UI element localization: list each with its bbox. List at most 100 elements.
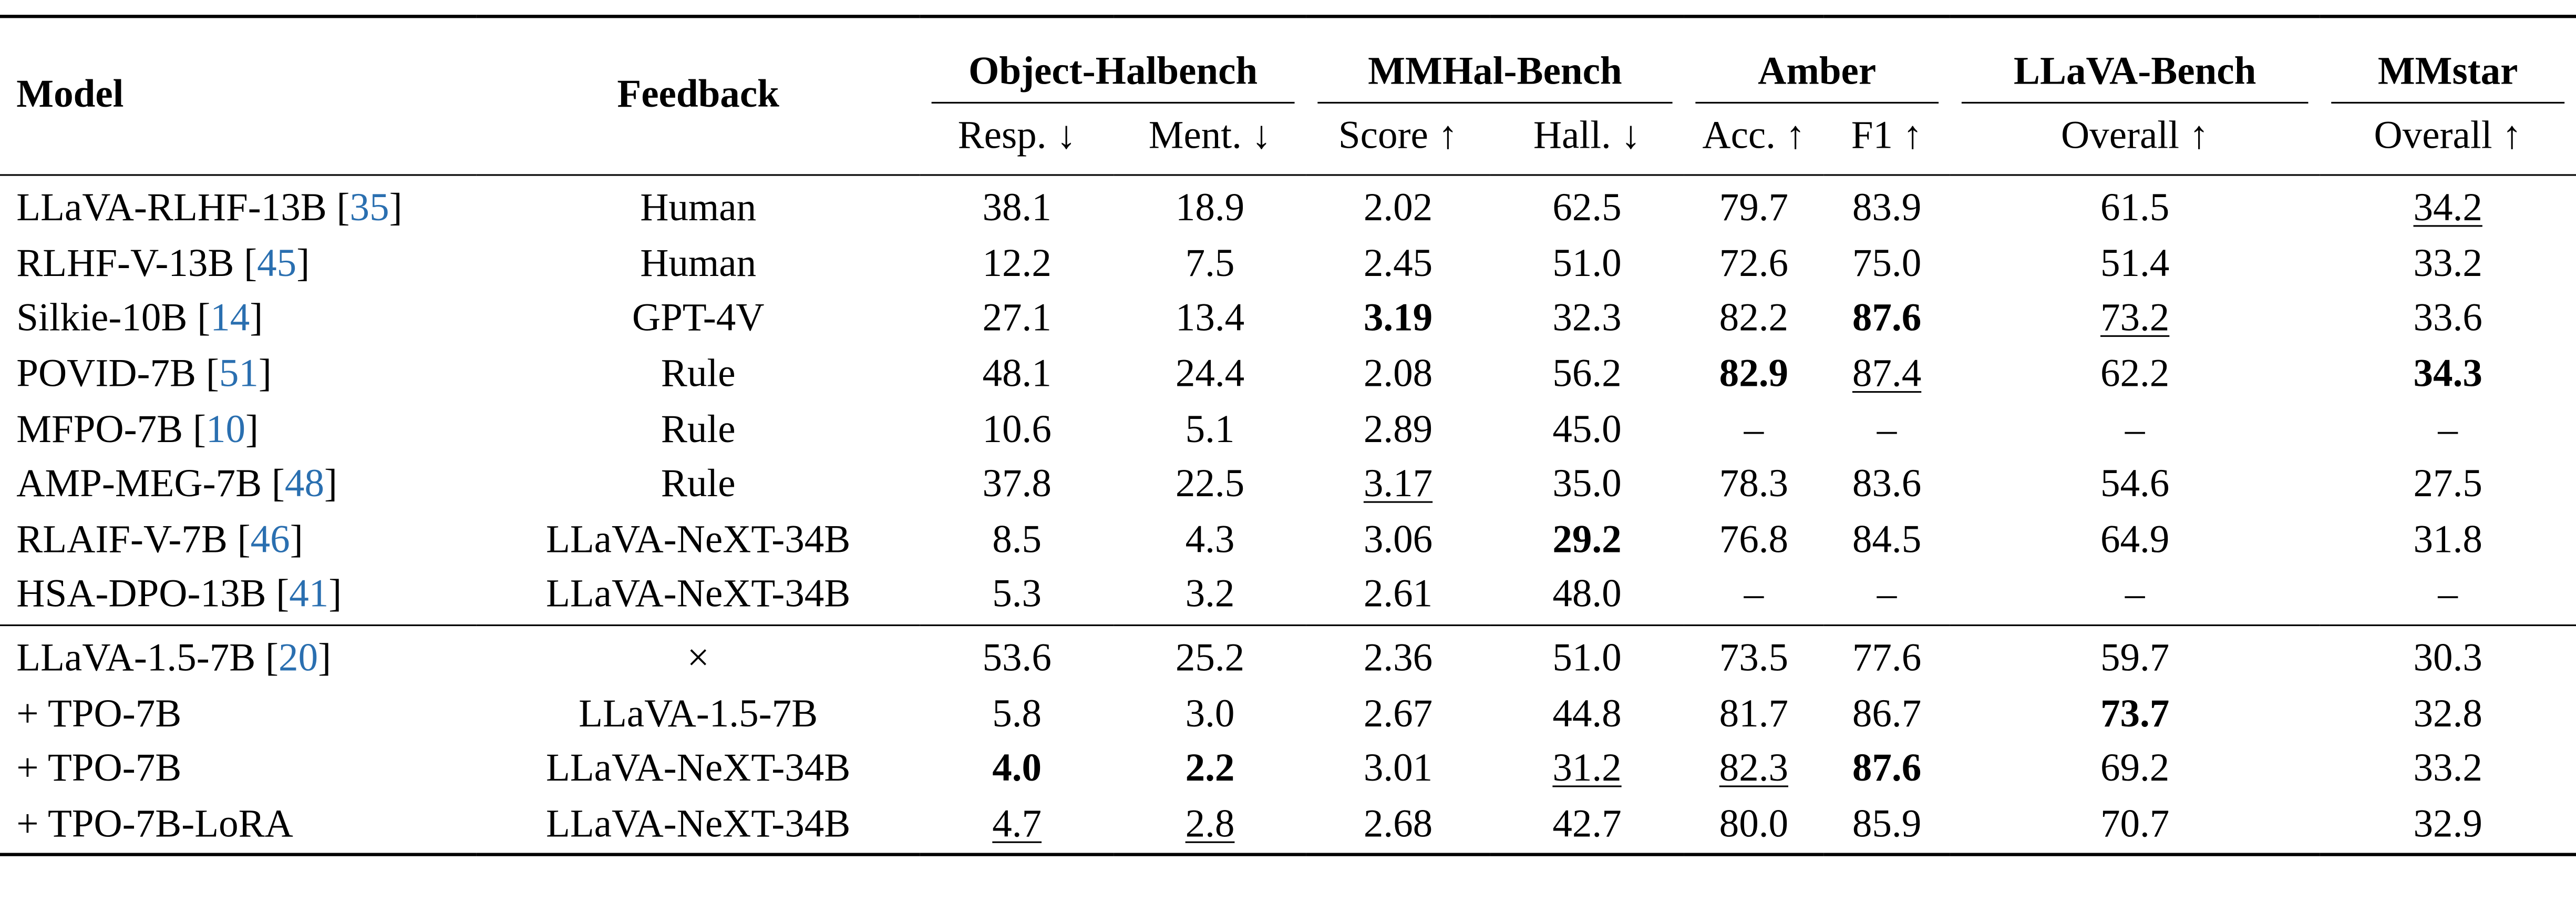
value-cell: 3.17 [1306, 458, 1490, 514]
value-cell: 5.3 [920, 569, 1114, 625]
value-cell: 62.5 [1490, 175, 1684, 238]
value-cell: 79.7 [1684, 175, 1823, 238]
value-text: 5.1 [1185, 408, 1235, 452]
value-cell: 33.2 [2320, 238, 2576, 293]
value-text: 3.17 [1363, 464, 1433, 507]
citation-link[interactable]: 41 [289, 574, 329, 617]
value-cell: 82.9 [1684, 348, 1823, 403]
value-cell: 35.0 [1490, 458, 1684, 514]
value-cell: 53.6 [920, 625, 1114, 688]
value-text: 10.6 [982, 408, 1052, 452]
model-name: Silkie-10B [16, 298, 188, 341]
value-text: 87.6 [1852, 298, 1922, 341]
value-cell: 37.8 [920, 458, 1114, 514]
value-text: 2.67 [1363, 693, 1433, 736]
model-name: HSA-DPO-13B [16, 574, 266, 617]
value-text: 2.36 [1363, 638, 1433, 681]
citation-link[interactable]: 51 [219, 353, 259, 396]
value-cell: 3.19 [1306, 293, 1490, 348]
feedback-cell: GPT-4V [632, 298, 765, 341]
value-cell: 73.5 [1684, 625, 1823, 688]
value-cell: 59.7 [1950, 625, 2320, 688]
value-text: 5.3 [992, 574, 1042, 617]
feedback-column-header: Feedback [617, 74, 779, 117]
value-cell: 87.6 [1823, 743, 1950, 798]
value-cell: 34.2 [2320, 175, 2576, 238]
feedback-cell: Rule [661, 353, 736, 396]
value-cell: 24.4 [1114, 348, 1306, 403]
value-cell: 3.2 [1114, 569, 1306, 625]
value-text: 37.8 [982, 464, 1052, 507]
value-cell: 3.0 [1114, 688, 1306, 743]
citation-link[interactable]: 10 [205, 408, 245, 452]
value-text: 34.3 [2413, 353, 2482, 396]
value-cell: 29.2 [1490, 514, 1684, 569]
citation-link[interactable]: 35 [349, 188, 389, 231]
model-cell: RLHF-V-13B [45] [16, 243, 310, 286]
value-text: 29.2 [1552, 519, 1622, 562]
subheader-resp: Resp. ↓ [957, 115, 1076, 158]
value-text: 3.0 [1185, 693, 1235, 736]
value-cell: 2.68 [1306, 798, 1490, 855]
feedback-cell: LLaVA-NeXT-34B [546, 519, 851, 562]
value-text: 12.2 [982, 243, 1052, 286]
value-text: 22.5 [1175, 464, 1245, 507]
value-cell: 86.7 [1823, 688, 1950, 743]
model-name: AMP-MEG-7B [16, 464, 262, 507]
value-text: 34.2 [2413, 188, 2482, 231]
value-cell: 32.8 [2320, 688, 2576, 743]
value-text: 2.89 [1363, 408, 1433, 452]
value-text: 64.9 [2100, 519, 2170, 562]
model-cell: LLaVA-RLHF-13B [35] [16, 188, 403, 231]
value-text: 4.3 [1185, 519, 1235, 562]
citation-link[interactable]: 45 [257, 243, 297, 286]
value-text: 25.2 [1175, 638, 1245, 681]
value-cell: 87.4 [1823, 348, 1950, 403]
value-text: 24.4 [1175, 353, 1245, 396]
value-cell: 82.2 [1684, 293, 1823, 348]
value-text: 83.9 [1852, 188, 1922, 231]
citation-link[interactable]: 46 [250, 519, 290, 562]
value-text: – [1744, 574, 1764, 617]
value-cell: 32.9 [2320, 798, 2576, 855]
value-text: 3.2 [1185, 574, 1235, 617]
citation-link[interactable]: 14 [210, 298, 250, 341]
value-text: 53.6 [982, 638, 1052, 681]
value-text: 27.1 [982, 298, 1052, 341]
value-cell: 34.3 [2320, 348, 2576, 403]
value-cell: – [2320, 569, 2576, 625]
table-row: + TPO-7B LLaVA-NeXT-34B 4.0 2.2 3.01 31.2 82.3… [0, 743, 2576, 798]
citation-link[interactable]: 20 [279, 638, 318, 681]
value-text: – [2438, 574, 2458, 617]
value-cell: 83.6 [1823, 458, 1950, 514]
value-text: 85.9 [1852, 803, 1922, 846]
value-cell: 3.06 [1306, 514, 1490, 569]
citation-link[interactable]: 48 [284, 464, 324, 507]
value-cell: 4.3 [1114, 514, 1306, 569]
value-text: 3.06 [1363, 519, 1433, 562]
feedback-cell: LLaVA-NeXT-34B [546, 574, 851, 617]
table-row: AMP-MEG-7B [48] Rule 37.8 22.5 3.17 35.0 78.3 8… [0, 458, 2576, 514]
value-text: 73.2 [2100, 298, 2170, 341]
value-cell: 51.0 [1490, 625, 1684, 688]
value-text: 82.9 [1719, 353, 1788, 396]
value-text: 79.7 [1719, 188, 1788, 231]
group-header-mmhal-bench: MMHal-Bench [1306, 16, 1684, 104]
model-cell: + TPO-7B-LoRA [0, 798, 477, 855]
value-text: 45.0 [1552, 408, 1622, 452]
group-header-mmstar: MMstar [2320, 16, 2576, 104]
value-cell: 83.9 [1823, 175, 1950, 238]
value-cell: 2.02 [1306, 175, 1490, 238]
value-text: 82.3 [1719, 748, 1788, 791]
table-body: LLaVA-RLHF-13B [35] Human 38.1 18.9 2.02 62.5… [0, 175, 2576, 855]
value-text: 2.08 [1363, 353, 1433, 396]
value-text: 27.5 [2413, 464, 2482, 507]
model-cell: LLaVA-1.5-7B [20] [16, 638, 332, 681]
value-cell: 51.4 [1950, 238, 2320, 293]
value-text: 51.0 [1552, 243, 1622, 286]
table-row: + TPO-7B LLaVA-1.5-7B 5.8 3.0 2.67 44.8 81.7 86… [0, 688, 2576, 743]
value-cell: 31.8 [2320, 514, 2576, 569]
value-text: 8.5 [992, 519, 1042, 562]
value-text: 32.8 [2413, 693, 2482, 736]
model-cell: AMP-MEG-7B [48] [16, 464, 337, 507]
